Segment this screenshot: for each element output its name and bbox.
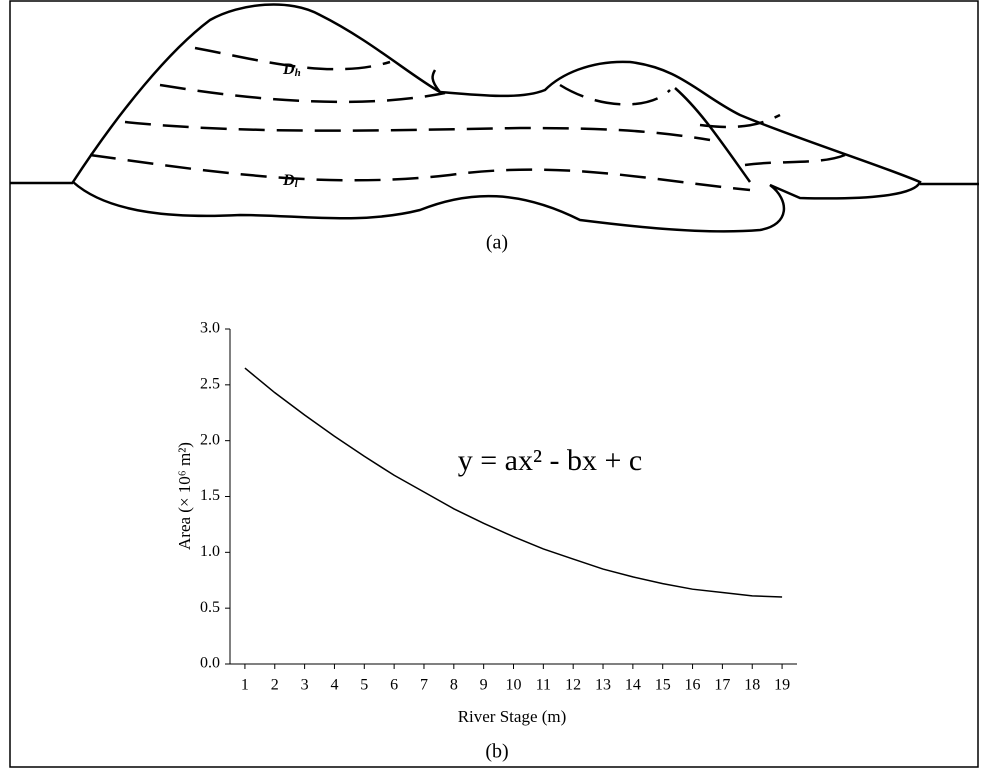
panel-caption: (a)	[486, 232, 508, 254]
y-tick-label: 0.5	[200, 599, 220, 616]
contour	[559, 83, 671, 106]
x-tick-label: 15	[655, 677, 671, 694]
x-tick-label: 12	[565, 677, 581, 694]
contour	[699, 113, 781, 129]
chart: River Stage (m) Area (× 10⁶ m²) y = ax² …	[175, 320, 797, 763]
curve	[244, 367, 783, 598]
frame	[9, 0, 979, 768]
y-axis-label: Area (× 10⁶ m²)	[175, 442, 194, 550]
x-tick-label: 8	[450, 677, 458, 694]
x-tick-label: 18	[744, 677, 760, 694]
x-tick-label: 7	[420, 677, 428, 694]
floodplain-diagram: Dh Dl (a)	[10, 3, 979, 254]
channel-bank	[674, 87, 752, 183]
terrace	[431, 69, 441, 93]
x-tick-label: 19	[774, 677, 790, 694]
contour	[194, 46, 391, 71]
contour	[124, 120, 711, 142]
x-tick-label: 4	[330, 677, 338, 694]
y-tick-label: 0.0	[200, 655, 220, 672]
x-tick-label: 2	[271, 677, 279, 694]
y-tick-label: 2.0	[200, 431, 220, 448]
x-tick-label: 16	[685, 677, 701, 694]
x-tick-label: 3	[301, 677, 309, 694]
x-axis-label: River Stage (m)	[458, 707, 567, 726]
equation: y = ax² - bx + c	[458, 444, 642, 477]
contour	[89, 153, 751, 192]
y-tick-label: 2.5	[200, 376, 220, 393]
levee-outline	[71, 3, 922, 233]
panel-caption: (b)	[485, 741, 508, 763]
diagram-label: Dh	[282, 61, 301, 79]
x-tick-label: 6	[390, 677, 398, 694]
x-tick-label: 5	[360, 677, 368, 694]
x-tick-label: 14	[625, 677, 641, 694]
contour	[159, 83, 446, 104]
y-tick-label: 1.5	[200, 487, 220, 504]
contour	[744, 153, 846, 167]
y-tick-label: 1.0	[200, 543, 220, 560]
diagram-label: Dl	[282, 172, 299, 190]
x-tick-label: 11	[536, 677, 551, 694]
x-tick-label: 9	[480, 677, 488, 694]
y-tick-label: 3.0	[200, 320, 220, 337]
x-tick-label: 17	[714, 677, 730, 694]
x-tick-label: 1	[241, 677, 249, 694]
x-tick-label: 13	[595, 677, 611, 694]
x-tick-label: 10	[506, 677, 522, 694]
